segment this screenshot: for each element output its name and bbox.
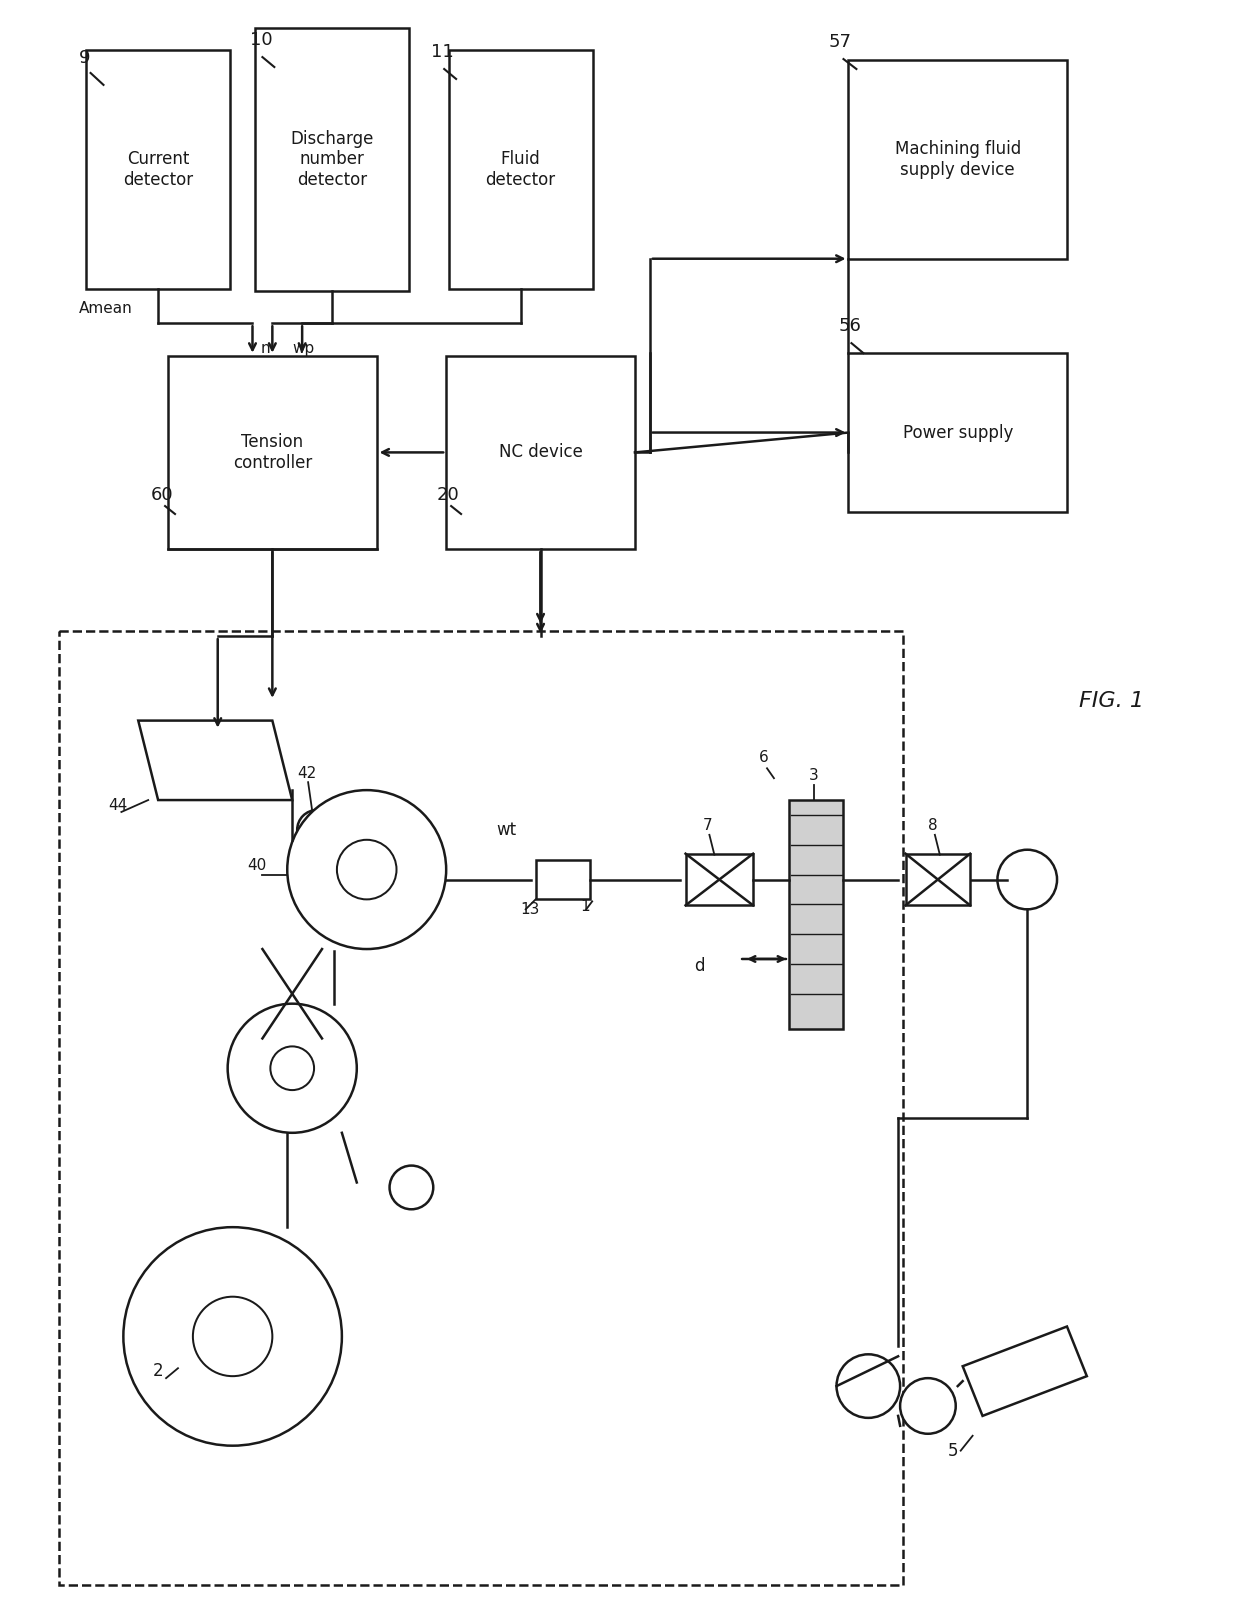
Bar (789, 800, 843, 1028)
Text: Machining fluid
supply device: Machining fluid supply device (894, 141, 1021, 179)
Text: 44: 44 (108, 799, 128, 813)
Text: 10: 10 (250, 31, 273, 49)
Bar (848, 353, 1066, 513)
Text: 6: 6 (759, 750, 769, 765)
Text: d: d (694, 957, 706, 975)
Bar (449, 50, 593, 288)
Text: wp: wp (293, 341, 315, 356)
Text: NC device: NC device (498, 443, 583, 461)
Text: 11: 11 (432, 44, 454, 61)
Circle shape (228, 1004, 357, 1134)
Bar (536, 860, 590, 899)
Circle shape (337, 839, 397, 899)
Bar (686, 854, 753, 906)
Text: Amean: Amean (78, 301, 133, 317)
Bar (255, 27, 409, 291)
Polygon shape (962, 1326, 1086, 1416)
Text: FIG. 1: FIG. 1 (1079, 690, 1145, 711)
Text: 5: 5 (947, 1442, 959, 1460)
Circle shape (193, 1297, 273, 1376)
Bar (169, 356, 377, 550)
Circle shape (270, 1046, 314, 1090)
Text: 8: 8 (928, 818, 937, 833)
Text: Fluid
detector: Fluid detector (486, 150, 556, 189)
Text: Power supply: Power supply (903, 424, 1013, 441)
Text: 13: 13 (521, 902, 541, 917)
Circle shape (288, 791, 446, 949)
Text: 1: 1 (580, 899, 590, 914)
Text: wt: wt (496, 821, 516, 839)
Circle shape (837, 1355, 900, 1418)
Bar (848, 60, 1066, 259)
Text: 7: 7 (702, 818, 712, 833)
Circle shape (298, 810, 337, 849)
Text: 40: 40 (248, 857, 267, 873)
Polygon shape (138, 721, 293, 800)
Bar (86, 50, 231, 288)
Text: 20: 20 (436, 487, 459, 505)
Text: 3: 3 (808, 768, 818, 783)
Text: 56: 56 (838, 317, 862, 335)
Bar (905, 854, 970, 906)
Text: 57: 57 (828, 34, 852, 52)
Circle shape (389, 1166, 433, 1210)
Text: 9: 9 (78, 49, 91, 66)
Text: 42: 42 (298, 766, 316, 781)
Bar (58, 631, 903, 1585)
Text: n: n (260, 341, 270, 356)
Text: Current
detector: Current detector (123, 150, 193, 189)
Circle shape (123, 1227, 342, 1446)
Circle shape (900, 1378, 956, 1434)
Text: Tension
controller: Tension controller (233, 433, 312, 472)
Text: Discharge
number
detector: Discharge number detector (290, 129, 373, 189)
Text: 2: 2 (154, 1362, 164, 1381)
Circle shape (997, 849, 1056, 909)
Text: 60: 60 (151, 487, 174, 505)
Bar (446, 356, 635, 550)
